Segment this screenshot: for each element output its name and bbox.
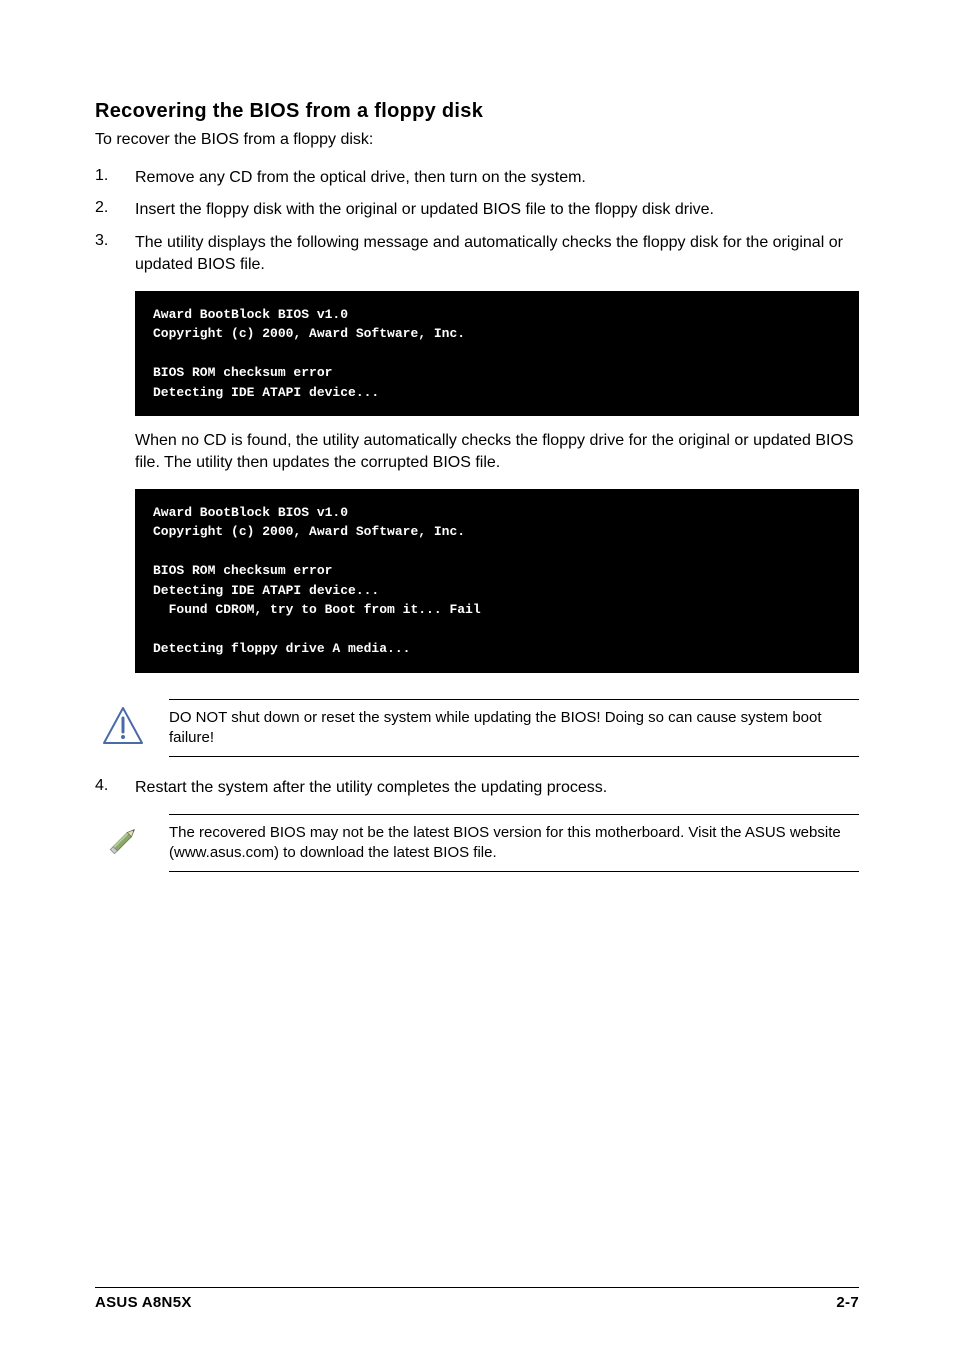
warning-note: DO NOT shut down or reset the system whi… — [95, 699, 859, 758]
intro-paragraph: To recover the BIOS from a floppy disk: — [95, 131, 859, 149]
mid-paragraph: When no CD is found, the utility automat… — [135, 430, 859, 475]
footer-product: ASUS A8N5X — [95, 1294, 192, 1311]
step-text: Insert the floppy disk with the original… — [135, 199, 714, 221]
warning-text: DO NOT shut down or reset the system whi… — [169, 699, 859, 758]
terminal-output-1: Award BootBlock BIOS v1.0 Copyright (c) … — [135, 291, 859, 417]
step-1: 1. Remove any CD from the optical drive,… — [95, 167, 859, 189]
step-number: 2. — [95, 199, 135, 221]
step-number: 3. — [95, 232, 135, 277]
step-3: 3. The utility displays the following me… — [95, 232, 859, 277]
step-text: Restart the system after the utility com… — [135, 777, 607, 799]
step-4: 4. Restart the system after the utility … — [95, 777, 859, 799]
step-number: 4. — [95, 777, 135, 799]
info-text: The recovered BIOS may not be the latest… — [169, 814, 859, 873]
warning-icon — [95, 699, 151, 758]
footer-page-number: 2-7 — [836, 1294, 859, 1311]
info-note: The recovered BIOS may not be the latest… — [95, 814, 859, 873]
page-footer: ASUS A8N5X 2-7 — [95, 1287, 859, 1311]
pencil-icon — [95, 814, 151, 873]
step-text: Remove any CD from the optical drive, th… — [135, 167, 586, 189]
section-heading: Recovering the BIOS from a floppy disk — [95, 100, 859, 123]
step-number: 1. — [95, 167, 135, 189]
terminal-output-2: Award BootBlock BIOS v1.0 Copyright (c) … — [135, 489, 859, 673]
step-2: 2. Insert the floppy disk with the origi… — [95, 199, 859, 221]
step-text: The utility displays the following messa… — [135, 232, 859, 277]
